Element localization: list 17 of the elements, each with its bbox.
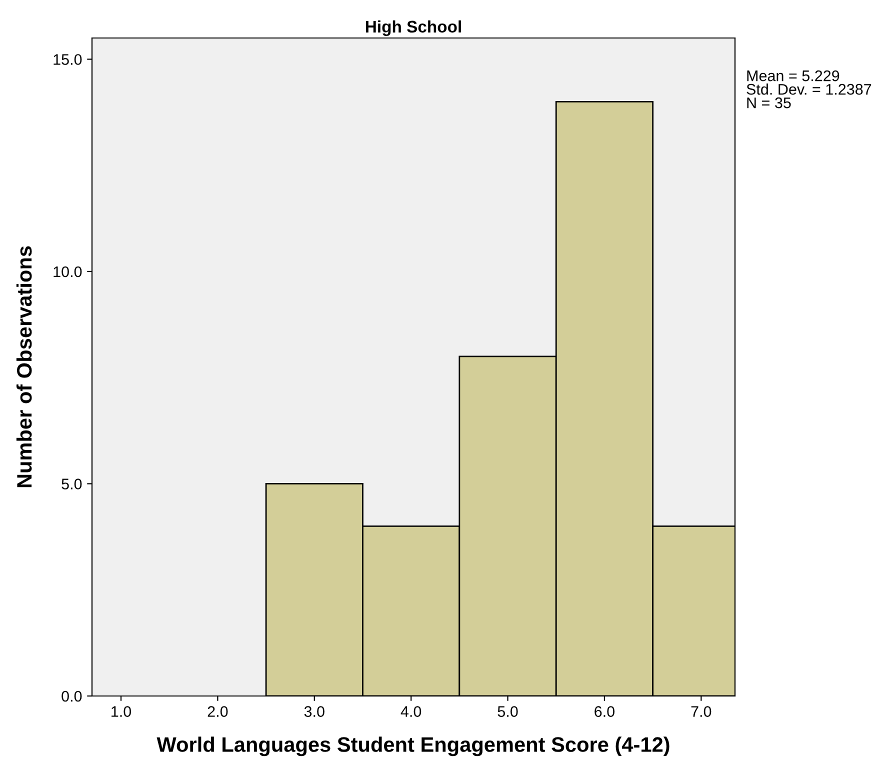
y-tick-label: 0.0 (62, 690, 82, 702)
x-axis-title: World Languages Student Engagement Score (4-12) (156, 736, 670, 756)
x-tick-label: 5.0 (498, 706, 518, 717)
text: Mean = 5.229 (747, 70, 840, 82)
y-tick-label: 15.0 (54, 54, 82, 65)
y-tick-label: 10.0 (54, 266, 82, 278)
text: N = 35 (747, 97, 791, 108)
x-tick-label: 4.0 (400, 706, 422, 717)
x-tick-label: 3.0 (304, 706, 324, 717)
y-axis-title: Number of Observations (16, 246, 32, 488)
x-tick-label: 1.0 (112, 706, 132, 717)
chart-title: High School (366, 20, 461, 36)
x-tick-label: 6.0 (594, 706, 614, 717)
text: Std. Dev. = 1.2387 (746, 84, 872, 95)
x-tick-label: 7.0 (691, 706, 712, 717)
x-tick-label: 2.0 (208, 706, 228, 717)
y-tick-label: 5.0 (62, 478, 82, 490)
